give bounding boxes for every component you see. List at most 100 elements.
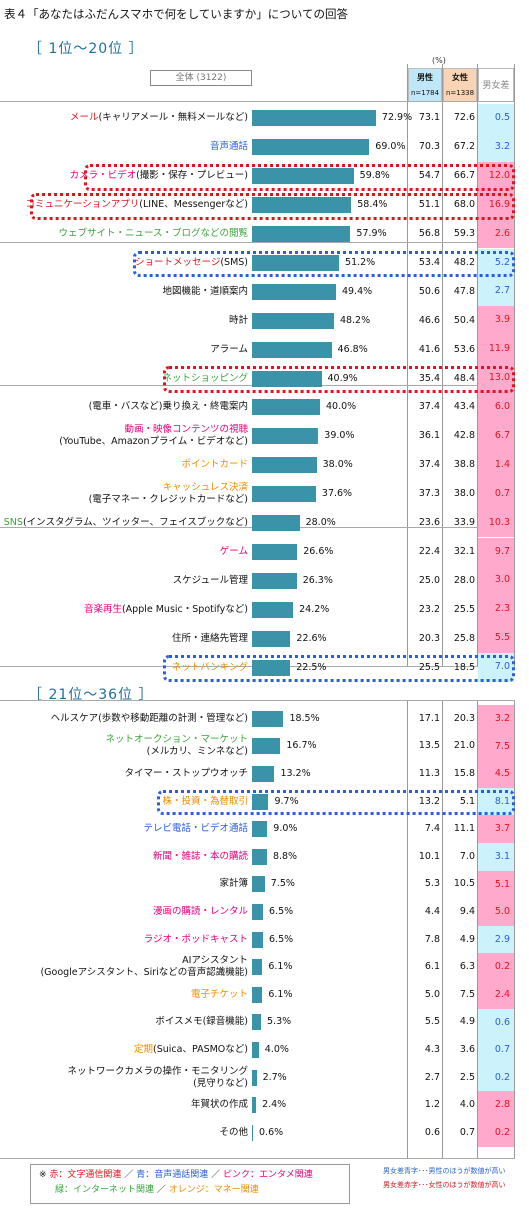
note-female: 男女差赤字･･･女性のほうが数値が高い bbox=[383, 1181, 506, 1189]
female-value: 28.0 bbox=[453, 574, 475, 586]
male-value: 23.2 bbox=[418, 603, 440, 615]
female-value: 72.6 bbox=[453, 112, 475, 124]
diff-cell: 3.2 bbox=[478, 132, 514, 162]
row-label: SNS(インスタグラム、ツイッター、フェイスブックなど) bbox=[4, 517, 248, 529]
male-value: 2.7 bbox=[424, 1071, 440, 1083]
bar-value-label: 51.2% bbox=[345, 256, 376, 268]
row-label-main: 新聞・雑誌・本の購読 bbox=[152, 850, 248, 862]
row-label: 定期(Suica、PASMOなど) bbox=[134, 1044, 248, 1056]
row-label-main: 住所・連絡先管理 bbox=[171, 632, 248, 644]
bar bbox=[252, 428, 319, 445]
male-header: 男性 n=1784 bbox=[408, 68, 442, 102]
bar bbox=[252, 659, 291, 676]
male-value: 25.5 bbox=[418, 661, 440, 673]
female-value: 4.0 bbox=[459, 1099, 475, 1111]
row-label-main: コミュニケーションアプリ bbox=[25, 199, 140, 211]
row-label-main: キャッシュレス決済 bbox=[162, 482, 248, 494]
row-label: テレビ電話・ビデオ通話 bbox=[143, 823, 248, 835]
bar-value-label: 58.4% bbox=[357, 199, 388, 211]
row-label: ネットワークカメラの操作・モニタリング (見守りなど) bbox=[67, 1066, 248, 1090]
row-label-sub: (撮影・保存・プレビュー) bbox=[136, 170, 248, 182]
bar bbox=[252, 1014, 261, 1031]
male-value: 4.4 bbox=[424, 906, 440, 917]
female-value: 21.0 bbox=[453, 740, 475, 752]
diff-cell: 5.0 bbox=[478, 898, 514, 926]
bar-value-label: 72.9% bbox=[381, 112, 413, 124]
group-separator bbox=[0, 242, 515, 243]
diff-cell: 5.5 bbox=[478, 624, 514, 654]
female-value: 33.9 bbox=[453, 517, 475, 529]
table-divider bbox=[477, 700, 478, 1158]
bar-value-label: 26.6% bbox=[303, 545, 334, 557]
bar bbox=[252, 572, 297, 589]
row-label-main: カメラ・ビデオ bbox=[69, 170, 137, 182]
male-value: 25.0 bbox=[418, 574, 440, 586]
diff-cell: 0.6 bbox=[478, 1008, 514, 1037]
row-label-main: 音声通話 bbox=[209, 141, 248, 153]
legend-blue: 青：音声通話関連 bbox=[136, 1170, 209, 1180]
female-value: 53.6 bbox=[453, 343, 475, 355]
bar bbox=[252, 399, 320, 416]
row-label-sub: (録音機能) bbox=[202, 1016, 248, 1028]
diff-header: 男女差 bbox=[478, 68, 514, 102]
bar-value-label: 5.3% bbox=[267, 1016, 292, 1028]
row-label-main: ネットオークション・マーケット bbox=[105, 734, 248, 746]
bar bbox=[252, 931, 264, 948]
bar bbox=[252, 254, 340, 271]
female-value: 2.5 bbox=[459, 1071, 475, 1083]
row-label-sub: (LINE、Messengerなど) bbox=[139, 199, 248, 211]
diff-cell: 5.2 bbox=[478, 248, 514, 278]
unit-label: (%) bbox=[432, 56, 446, 65]
table-divider bbox=[442, 64, 443, 666]
legend-orange: オレンジ：マネー関連 bbox=[168, 1185, 259, 1195]
male-value: 5.3 bbox=[424, 878, 440, 890]
male-value: 56.8 bbox=[418, 228, 440, 240]
legend-green: 緑：インターネット関連 bbox=[55, 1185, 155, 1195]
row-label-main: ポイントカード bbox=[181, 459, 248, 471]
female-value: 4.9 bbox=[459, 1016, 475, 1028]
row-label: 住所・連絡先管理 bbox=[172, 633, 248, 645]
row-label: ネットバンキング bbox=[172, 662, 248, 674]
diff-cell: 8.1 bbox=[478, 787, 514, 816]
legend-line-2: 緑：インターネット関連 ／ オレンジ：マネー関連 bbox=[39, 1183, 341, 1198]
bar-value-label: 40.9% bbox=[327, 372, 358, 384]
bar-value-label: 0.6% bbox=[259, 1126, 284, 1138]
bar-value-label: 39.0% bbox=[324, 430, 355, 442]
bar bbox=[252, 110, 376, 127]
female-value: 67.2 bbox=[453, 141, 475, 153]
row-label-main: ボイスメモ bbox=[155, 1016, 203, 1028]
row-label: ボイスメモ(録音機能) bbox=[155, 1016, 248, 1028]
row-label-sub: (電子マネー・クレジットカードなど) bbox=[88, 494, 248, 506]
row-label: タイマー・ストップウオッチ bbox=[124, 768, 248, 780]
row-label-main: テレビ電話・ビデオ通話 bbox=[143, 823, 248, 835]
row-label-main: ゲーム bbox=[219, 545, 248, 557]
section1-title: ［ 1位～20位 ］ bbox=[28, 41, 144, 57]
row-label-main: AIアシスタント bbox=[182, 955, 248, 967]
bar bbox=[252, 226, 351, 243]
table-divider bbox=[514, 700, 515, 1158]
bar-value-label: 22.6% bbox=[296, 632, 327, 644]
row-label: 音声通話 bbox=[210, 141, 248, 153]
diff-cell: 2.4 bbox=[478, 981, 514, 1009]
female-value: 43.4 bbox=[453, 401, 475, 413]
diff-cell: 13.0 bbox=[478, 364, 514, 393]
row-label-main: ネットバンキング bbox=[171, 661, 248, 673]
diff-cell: 0.2 bbox=[478, 953, 514, 981]
female-value: 7.5 bbox=[459, 988, 475, 1000]
male-value: 7.8 bbox=[424, 933, 440, 945]
male-value: 37.4 bbox=[418, 401, 440, 413]
male-header-n: n=1784 bbox=[410, 89, 440, 97]
bar-value-label: 22.5% bbox=[296, 661, 327, 673]
diff-cell: 3.2 bbox=[478, 705, 514, 733]
bar bbox=[252, 986, 263, 1003]
diff-cell: 2.8 bbox=[478, 1091, 514, 1119]
row-label: その他 bbox=[219, 1127, 248, 1139]
row-label: 新聞・雑誌・本の購読 bbox=[153, 851, 248, 863]
row-label: ゲーム bbox=[220, 546, 248, 558]
row-label: (電車・バスなど)乗り換え・終電案内 bbox=[89, 401, 248, 413]
female-value: 20.3 bbox=[453, 712, 475, 724]
diff-cell: 3.0 bbox=[478, 566, 514, 596]
male-value: 73.1 bbox=[418, 112, 440, 124]
bar bbox=[252, 821, 268, 838]
bar bbox=[252, 139, 370, 156]
